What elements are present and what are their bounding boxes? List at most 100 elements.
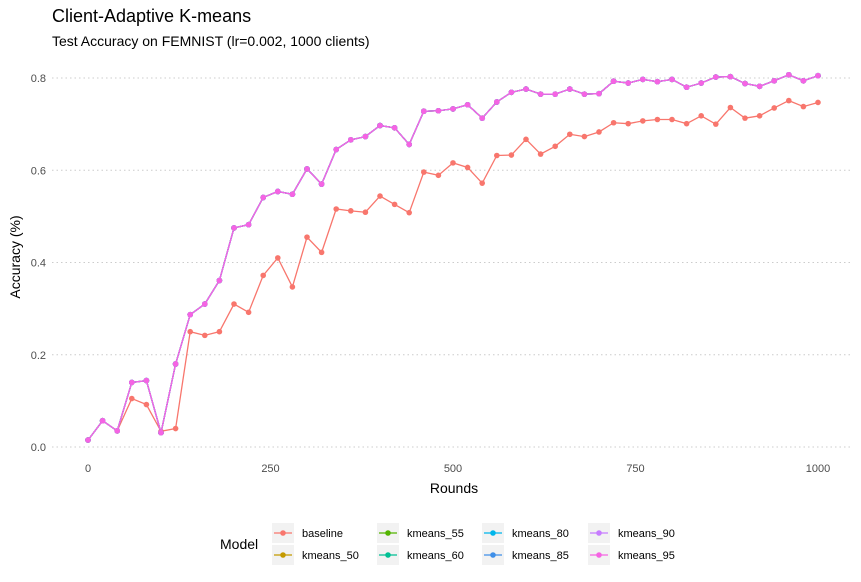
legend-label-baseline: baseline xyxy=(302,528,343,540)
data-point-baseline xyxy=(567,131,573,138)
data-point-kmeans_95 xyxy=(85,437,91,443)
data-point-kmeans_95 xyxy=(245,221,252,228)
series-kmeans_90 xyxy=(85,71,821,443)
data-point-baseline xyxy=(348,208,354,214)
x-tick-label: 500 xyxy=(444,463,462,475)
x-axis-title: Rounds xyxy=(430,480,478,496)
data-point-baseline xyxy=(450,160,456,166)
data-point-kmeans_95 xyxy=(567,86,573,92)
data-point-baseline xyxy=(552,143,558,150)
data-point-kmeans_95 xyxy=(494,99,500,105)
series-line-kmeans_80 xyxy=(87,74,819,441)
data-point-baseline xyxy=(129,395,135,402)
series-kmeans_80 xyxy=(85,71,821,443)
data-point-kmeans_95 xyxy=(187,311,193,318)
data-point-kmeans_95 xyxy=(260,194,267,201)
data-point-kmeans_95 xyxy=(172,361,179,367)
data-point-baseline xyxy=(304,234,310,240)
series-line-kmeans_60 xyxy=(87,74,819,441)
data-point-kmeans_95 xyxy=(640,76,646,83)
data-point-kmeans_95 xyxy=(742,80,748,87)
legend-label-kmeans_55: kmeans_55 xyxy=(407,528,464,540)
data-point-kmeans_95 xyxy=(815,72,821,79)
legend: Model baseline kmeans_50 kmeans_55 kmeans_6… xyxy=(220,523,675,565)
data-point-kmeans_95 xyxy=(479,115,486,121)
data-point-kmeans_95 xyxy=(158,429,164,436)
data-point-kmeans_95 xyxy=(333,146,340,153)
data-point-kmeans_95 xyxy=(610,78,617,85)
data-point-baseline xyxy=(727,104,734,111)
series-group xyxy=(85,71,821,443)
data-point-kmeans_95 xyxy=(391,125,398,131)
y-tick-label: 0.2 xyxy=(31,350,46,362)
data-point-kmeans_95 xyxy=(129,379,135,386)
data-point-kmeans_95 xyxy=(275,188,281,195)
data-point-baseline xyxy=(377,193,383,199)
data-point-baseline xyxy=(742,115,748,121)
data-point-baseline xyxy=(596,129,602,135)
data-point-kmeans_95 xyxy=(669,76,675,83)
y-tick-label: 0.0 xyxy=(31,442,46,454)
data-point-baseline xyxy=(654,116,661,123)
data-point-kmeans_95 xyxy=(464,101,471,108)
data-point-baseline xyxy=(172,425,179,432)
data-point-baseline xyxy=(683,120,690,127)
series-baseline xyxy=(85,97,821,443)
legend-key-point xyxy=(490,552,496,558)
series-kmeans_55 xyxy=(85,71,821,443)
data-point-baseline xyxy=(202,332,208,339)
data-point-baseline xyxy=(318,249,325,256)
data-point-baseline xyxy=(494,152,500,159)
legend-key-point xyxy=(280,552,286,558)
data-point-baseline xyxy=(713,121,719,127)
data-point-kmeans_95 xyxy=(143,377,150,384)
data-point-baseline xyxy=(523,136,529,143)
series-line-kmeans_95 xyxy=(87,74,819,441)
data-point-kmeans_95 xyxy=(362,133,369,140)
y-tick-label: 0.6 xyxy=(31,165,46,177)
data-point-baseline xyxy=(143,401,150,408)
data-point-kmeans_95 xyxy=(304,166,310,172)
data-point-baseline xyxy=(187,328,193,335)
data-point-baseline xyxy=(362,209,369,216)
data-point-kmeans_95 xyxy=(508,89,515,96)
data-point-baseline xyxy=(479,180,486,186)
legend-label-kmeans_90: kmeans_90 xyxy=(618,528,675,540)
data-point-baseline xyxy=(800,103,807,110)
data-point-baseline xyxy=(786,97,792,104)
gridlines xyxy=(52,77,850,448)
data-point-kmeans_95 xyxy=(552,91,558,97)
data-point-baseline xyxy=(581,133,588,140)
series-line-kmeans_55 xyxy=(87,74,819,441)
legend-key-point xyxy=(596,552,602,558)
data-point-kmeans_95 xyxy=(202,301,208,307)
x-tick-label: 750 xyxy=(626,463,644,475)
legend-key-point xyxy=(490,530,496,536)
data-point-kmeans_95 xyxy=(377,122,383,129)
data-point-kmeans_95 xyxy=(99,417,106,424)
legend-key-point xyxy=(596,530,602,536)
series-line-kmeans_90 xyxy=(87,74,819,441)
data-point-baseline xyxy=(625,120,631,127)
chart-subtitle: Test Accuracy on FEMNIST (lr=0.002, 1000… xyxy=(52,33,370,49)
data-point-kmeans_95 xyxy=(114,428,120,434)
y-axis-ticks: 0.0 0.2 0.4 0.6 0.8 xyxy=(31,73,46,454)
data-point-kmeans_95 xyxy=(450,106,456,112)
series-kmeans_60 xyxy=(85,71,821,443)
data-point-baseline xyxy=(537,151,544,157)
data-point-baseline xyxy=(333,206,340,212)
data-point-baseline xyxy=(391,201,398,208)
series-kmeans_85 xyxy=(85,71,821,443)
data-point-baseline xyxy=(698,113,704,119)
legend-label-kmeans_95: kmeans_95 xyxy=(618,550,675,562)
data-point-baseline xyxy=(289,284,296,290)
data-point-kmeans_95 xyxy=(537,91,544,97)
data-point-baseline xyxy=(275,255,281,261)
y-tick-label: 0.4 xyxy=(31,258,46,270)
data-point-baseline xyxy=(435,172,442,179)
legend-label-kmeans_60: kmeans_60 xyxy=(407,550,464,562)
data-point-kmeans_95 xyxy=(727,73,734,80)
x-tick-label: 0 xyxy=(85,463,91,475)
data-point-baseline xyxy=(231,301,237,307)
